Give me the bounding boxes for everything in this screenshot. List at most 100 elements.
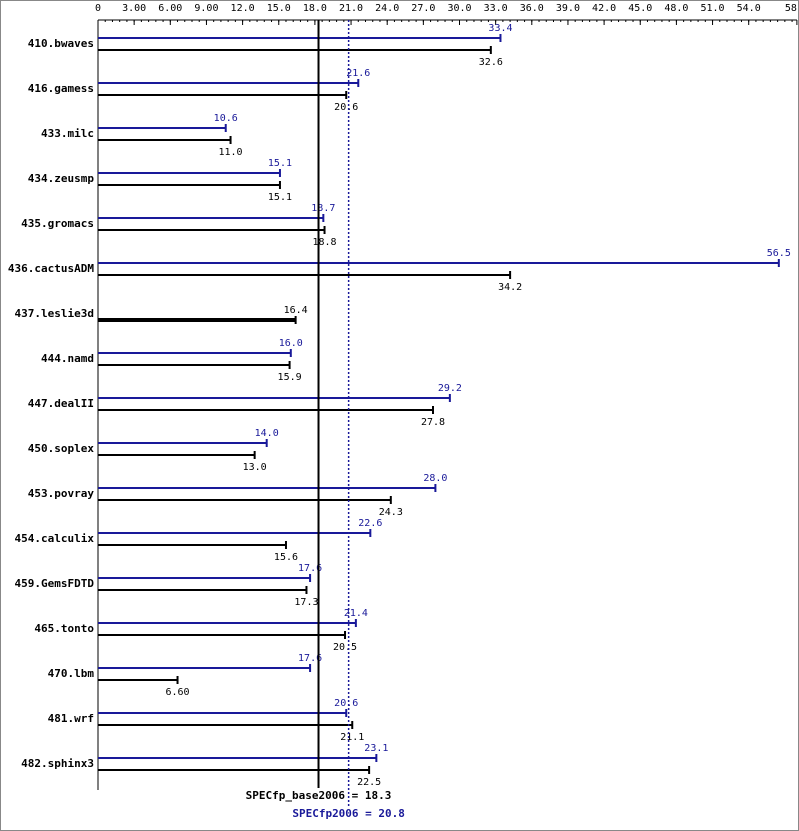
value-label: 13.0 xyxy=(243,462,267,473)
bar xyxy=(98,724,353,726)
category-label: 482.sphinx3 xyxy=(21,757,94,770)
value-label: 20.5 xyxy=(333,642,357,653)
category-label: 436.cactusADM xyxy=(8,262,94,275)
value-label: 10.6 xyxy=(214,113,238,124)
category-label: 444.namd xyxy=(41,352,94,365)
x-tick-label: 18.0 xyxy=(303,3,327,14)
reference-label: SPECfp_base2006 = 18.3 xyxy=(246,789,392,802)
bar xyxy=(98,577,311,579)
value-label: 15.1 xyxy=(268,158,292,169)
x-tick-label: 27.0 xyxy=(411,3,435,14)
category-label: 470.lbm xyxy=(48,667,95,680)
bar xyxy=(98,454,255,456)
bar xyxy=(98,49,491,51)
bar xyxy=(98,712,347,714)
value-label: 18.7 xyxy=(311,203,335,214)
value-label: 24.3 xyxy=(379,507,403,518)
value-label: 22.6 xyxy=(358,518,382,529)
bar xyxy=(98,364,290,366)
bar xyxy=(98,352,291,354)
bar xyxy=(98,589,307,591)
value-label: 17.6 xyxy=(298,653,322,664)
x-tick-label: 30.0 xyxy=(447,3,471,14)
x-tick-label: 9.00 xyxy=(194,3,218,14)
value-label: 15.6 xyxy=(274,552,298,563)
category-label: 453.povray xyxy=(28,487,95,500)
x-tick-label: 36.0 xyxy=(520,3,544,14)
value-label: 16.4 xyxy=(284,305,308,316)
x-tick-label: 33.0 xyxy=(484,3,508,14)
bar xyxy=(98,667,311,669)
value-label: 17.3 xyxy=(294,597,318,608)
bar xyxy=(98,139,231,141)
category-label: 434.zeusmp xyxy=(28,172,95,185)
value-label: 22.5 xyxy=(357,777,381,788)
reference-label: SPECfp2006 = 20.8 xyxy=(292,807,405,820)
x-tick-label: 12.0 xyxy=(231,3,255,14)
value-label: 17.6 xyxy=(298,563,322,574)
value-label: 28.0 xyxy=(423,473,447,484)
bar xyxy=(98,487,436,489)
x-tick-label: 54.0 xyxy=(737,3,761,14)
value-label: 21.4 xyxy=(344,608,368,619)
bar xyxy=(98,397,450,399)
value-label: 16.0 xyxy=(279,338,303,349)
category-label: 481.wrf xyxy=(48,712,94,725)
value-label: 6.60 xyxy=(165,687,189,698)
category-label: 433.milc xyxy=(41,127,94,140)
bar xyxy=(98,262,779,264)
category-label: 435.gromacs xyxy=(21,217,94,230)
bar xyxy=(98,634,346,636)
category-label: 459.GemsFDTD xyxy=(15,577,95,590)
value-label: 14.0 xyxy=(255,428,279,439)
bar xyxy=(98,622,356,624)
x-tick-label: 0 xyxy=(95,3,101,14)
bar xyxy=(98,274,511,276)
value-label: 32.6 xyxy=(479,57,503,68)
category-label: 465.tonto xyxy=(34,622,94,635)
bar xyxy=(98,544,286,546)
category-label: 437.leslie3d xyxy=(15,307,94,320)
value-label: 15.9 xyxy=(278,372,302,383)
value-label: 21.1 xyxy=(340,732,364,743)
value-label: 27.8 xyxy=(421,417,445,428)
bar xyxy=(98,757,377,759)
value-label: 29.2 xyxy=(438,383,462,394)
category-label: 450.soplex xyxy=(28,442,95,455)
category-label: 454.calculix xyxy=(15,532,95,545)
x-tick-label: 3.00 xyxy=(122,3,146,14)
bar xyxy=(98,217,324,219)
value-label: 20.6 xyxy=(334,102,358,113)
x-tick-label: 45.0 xyxy=(628,3,652,14)
x-tick-label: 6.00 xyxy=(158,3,182,14)
bar xyxy=(98,229,325,231)
bar xyxy=(98,442,267,444)
value-label: 34.2 xyxy=(498,282,522,293)
bar xyxy=(98,769,370,771)
value-label: 21.6 xyxy=(346,68,370,79)
category-label: 416.gamess xyxy=(28,82,94,95)
x-tick-label: 48.0 xyxy=(664,3,688,14)
bar xyxy=(98,679,178,681)
value-label: 56.5 xyxy=(767,248,791,259)
value-label: 11.0 xyxy=(219,147,243,158)
category-label: 410.bwaves xyxy=(28,37,94,50)
bar xyxy=(98,532,371,534)
bar xyxy=(98,409,433,411)
bar xyxy=(98,172,280,174)
x-tick-label: 39.0 xyxy=(556,3,580,14)
value-label: 15.1 xyxy=(268,192,292,203)
bar xyxy=(98,82,359,84)
bar xyxy=(98,94,347,96)
x-tick-label: 42.0 xyxy=(592,3,616,14)
value-label: 18.8 xyxy=(312,237,336,248)
category-label: 447.dealII xyxy=(28,397,94,410)
value-label: 23.1 xyxy=(364,743,388,754)
bar xyxy=(98,499,391,501)
bar xyxy=(98,184,280,186)
x-tick-label: 51.0 xyxy=(701,3,725,14)
x-tick-label: 15.0 xyxy=(267,3,291,14)
